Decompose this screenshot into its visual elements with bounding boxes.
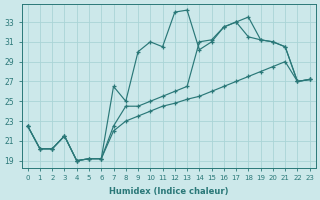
X-axis label: Humidex (Indice chaleur): Humidex (Indice chaleur) <box>109 187 228 196</box>
